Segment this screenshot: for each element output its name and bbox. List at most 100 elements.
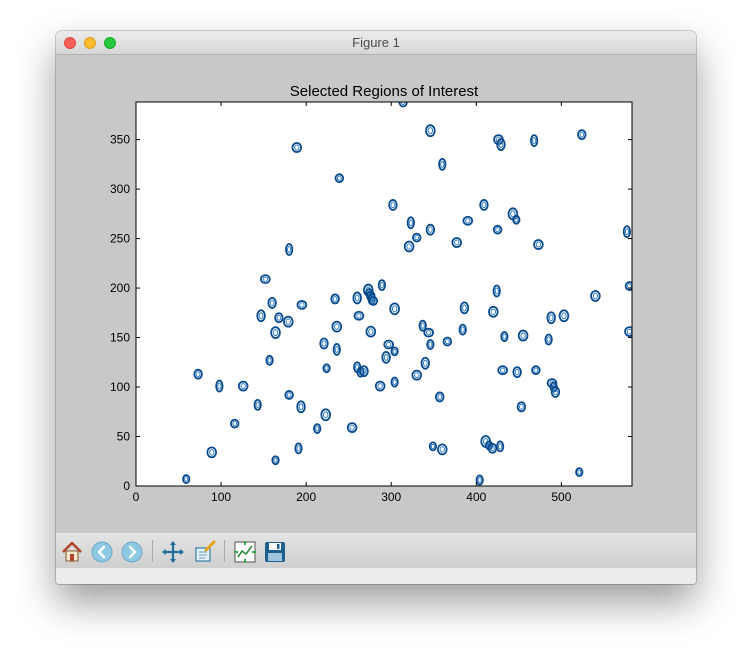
point-outer-contour [488, 305, 499, 318]
point-inner-contour [437, 393, 443, 400]
point-inner-contour [494, 287, 499, 295]
data-point [332, 343, 341, 356]
data-point [442, 336, 453, 347]
y-tick-label: 250 [110, 232, 130, 246]
point-inner-contour [520, 332, 526, 339]
point-outer-contour [418, 319, 427, 332]
data-point [475, 474, 484, 486]
data-point [425, 223, 436, 236]
point-outer-contour [330, 293, 340, 305]
point-inner-contour [334, 345, 339, 353]
data-point [359, 365, 369, 378]
point-inner-contour [430, 443, 436, 450]
minimize-window-button[interactable] [84, 37, 96, 49]
home-icon[interactable] [60, 540, 84, 564]
point-inner-contour [461, 304, 467, 312]
status-bar [56, 568, 696, 584]
point-inner-contour [514, 368, 520, 376]
point-outer-contour [368, 296, 379, 306]
point-inner-contour [195, 371, 201, 378]
data-point [296, 299, 308, 310]
point-outer-contour [253, 398, 262, 411]
point-inner-contour [356, 313, 362, 319]
data-point [270, 326, 281, 339]
point-inner-contour [383, 353, 389, 361]
y-tick-label: 200 [110, 281, 130, 295]
data-point [420, 356, 430, 370]
figure-canvas[interactable]: 0 100 200 300 400 500 0 50 100 150 200 250 300 350 Se… [56, 55, 696, 533]
point-outer-contour [365, 325, 377, 338]
point-inner-contour [217, 382, 222, 390]
back-arrow-icon[interactable] [90, 540, 114, 564]
configure-subplots-icon[interactable] [233, 540, 257, 564]
point-inner-contour [392, 348, 397, 355]
data-point [418, 319, 427, 332]
point-outer-contour [497, 365, 508, 376]
zoom-rect-icon[interactable] [193, 540, 217, 564]
data-point [406, 216, 415, 230]
data-point [423, 327, 434, 338]
data-point [215, 379, 224, 393]
point-outer-contour [346, 422, 358, 434]
point-outer-contour [271, 455, 280, 466]
point-outer-contour [282, 315, 294, 328]
point-outer-contour [319, 337, 329, 350]
point-outer-contour [458, 323, 467, 336]
window-title: Figure 1 [352, 35, 400, 50]
point-inner-contour [406, 243, 412, 250]
x-tick-label: 400 [466, 490, 486, 504]
title-bar[interactable]: Figure 1 [56, 31, 696, 55]
data-point [426, 339, 435, 350]
point-outer-contour [322, 363, 331, 374]
data-point [497, 365, 508, 376]
data-point [492, 284, 501, 298]
forward-arrow-icon[interactable] [120, 540, 144, 564]
point-outer-contour [398, 102, 408, 108]
point-inner-contour [518, 403, 524, 410]
data-point [517, 329, 529, 342]
data-point [313, 423, 322, 434]
point-outer-contour [459, 301, 470, 315]
point-inner-contour [465, 218, 471, 224]
data-point [438, 157, 447, 171]
data-point [531, 365, 541, 376]
data-point [388, 199, 398, 211]
point-inner-contour [321, 340, 327, 347]
point-inner-contour [439, 446, 445, 453]
point-outer-contour [206, 446, 218, 459]
data-point [381, 350, 391, 364]
point-outer-contour [425, 223, 436, 236]
point-outer-contour [531, 365, 541, 376]
point-outer-contour [229, 418, 240, 429]
point-outer-contour [436, 443, 448, 456]
point-outer-contour [411, 369, 423, 381]
point-outer-contour [352, 291, 362, 305]
point-inner-contour [294, 144, 300, 151]
scatter-chart[interactable]: 0 100 200 300 400 500 0 50 100 150 200 250 300 350 Se… [56, 55, 696, 533]
point-inner-contour [296, 445, 301, 452]
data-point [389, 302, 400, 316]
point-outer-contour [383, 339, 394, 350]
point-outer-contour [285, 243, 294, 256]
zoom-window-button[interactable] [104, 37, 116, 49]
data-point [458, 323, 467, 336]
point-inner-contour [258, 312, 264, 320]
point-inner-contour [385, 341, 392, 348]
point-inner-contour [481, 201, 487, 209]
x-tick-label: 0 [133, 490, 140, 504]
save-disk-icon[interactable] [263, 540, 287, 564]
point-inner-contour [269, 299, 275, 307]
pan-move-icon[interactable] [161, 540, 185, 564]
point-outer-contour [274, 312, 284, 324]
plot-frame [135, 101, 633, 487]
close-window-button[interactable] [64, 37, 76, 49]
data-point [284, 390, 294, 400]
point-inner-contour [315, 425, 320, 432]
point-inner-contour [490, 308, 497, 316]
data-point [330, 293, 340, 305]
point-inner-contour [298, 403, 304, 411]
data-point [353, 310, 365, 321]
point-outer-contour [550, 386, 561, 398]
point-inner-contour [561, 312, 567, 320]
data-point [390, 346, 399, 357]
